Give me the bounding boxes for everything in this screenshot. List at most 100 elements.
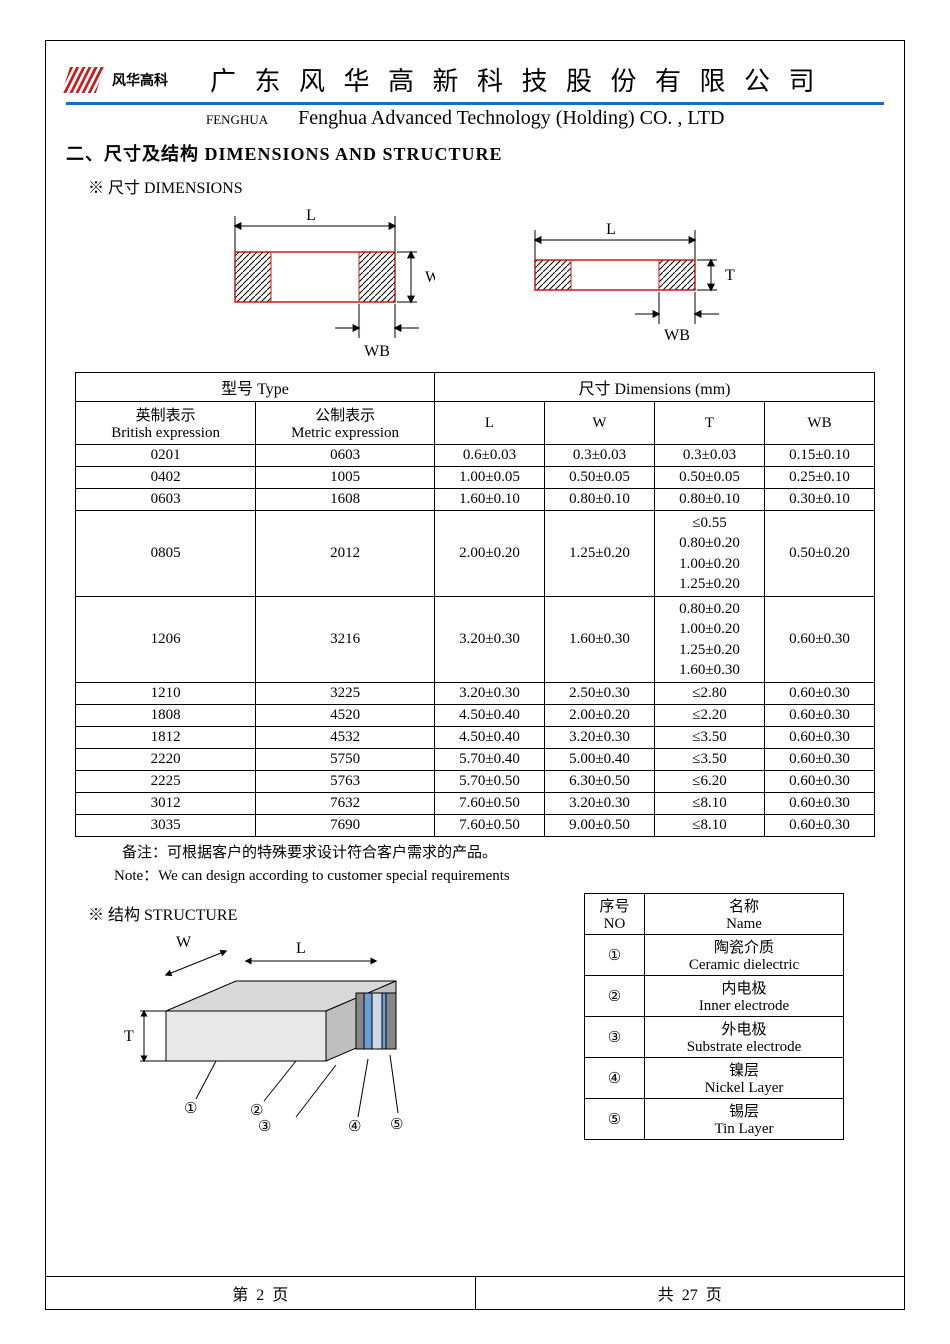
table-cell: 0.60±0.30 — [765, 705, 875, 727]
table-cell: ② — [585, 976, 645, 1017]
table-row: 222057505.70±0.405.00±0.40≤3.500.60±0.30 — [76, 749, 875, 771]
table-cell: 0.6±0.03 — [435, 445, 545, 467]
table-cell: 3.20±0.30 — [545, 727, 655, 749]
company-name-en: Fenghua Advanced Technology (Holding) CO… — [298, 107, 724, 130]
section-title: 二、尺寸及结构 DIMENSIONS AND STRUCTURE — [66, 140, 884, 166]
table-cell: 1808 — [76, 705, 256, 727]
table-cell: 5750 — [256, 749, 435, 771]
table-cell: 4520 — [256, 705, 435, 727]
table-cell: 1206 — [76, 597, 256, 683]
th-dim: 尺寸 Dimensions (mm) — [435, 373, 875, 402]
table-cell: 0.60±0.30 — [765, 815, 875, 837]
table-row: 180845204.50±0.402.00±0.20≤2.200.60±0.30 — [76, 705, 875, 727]
table-cell: 1210 — [76, 683, 256, 705]
table-cell: 0.50±0.05 — [545, 467, 655, 489]
label-L-2: L — [606, 221, 616, 238]
brand-name-cn: 风华高科 — [112, 70, 168, 90]
th-type: 型号 Type — [76, 373, 435, 402]
table-cell: ⑤ — [585, 1099, 645, 1140]
header-sub-row: FENGHUA Fenghua Advanced Technology (Hol… — [206, 107, 884, 130]
svg-text:W: W — [176, 934, 192, 951]
st-no-hdr: 序号NO — [585, 894, 645, 935]
table-cell: 3.20±0.30 — [435, 597, 545, 683]
table-cell: 0.3±0.03 — [655, 445, 765, 467]
header-divider — [66, 102, 884, 105]
note-en: Note：We can design according to customer… — [114, 864, 884, 885]
table-cell: 7632 — [256, 793, 435, 815]
table-cell: ≤3.50 — [655, 727, 765, 749]
table-cell: 0.3±0.03 — [545, 445, 655, 467]
table-cell: ≤2.80 — [655, 683, 765, 705]
table-cell: 3216 — [256, 597, 435, 683]
label-WB-1: WB — [364, 343, 390, 360]
th-W: W — [545, 402, 655, 445]
table-cell: 1.60±0.30 — [545, 597, 655, 683]
table-cell: 0.60±0.30 — [765, 771, 875, 793]
table-cell: 7.60±0.50 — [435, 793, 545, 815]
table-cell: 7.60±0.50 — [435, 815, 545, 837]
table-cell: ≤2.20 — [655, 705, 765, 727]
table-cell: 0402 — [76, 467, 256, 489]
table-cell: 0.50±0.05 — [655, 467, 765, 489]
table-row: 020106030.6±0.030.3±0.030.3±0.030.15±0.1… — [76, 445, 875, 467]
table-row: ①陶瓷介质Ceramic dielectric — [585, 935, 844, 976]
table-cell: ④ — [585, 1058, 645, 1099]
table-row: 121032253.20±0.302.50±0.30≤2.800.60±0.30 — [76, 683, 875, 705]
svg-text:①: ① — [184, 1101, 197, 1117]
th-T: T — [655, 402, 765, 445]
table-cell: 0.25±0.10 — [765, 467, 875, 489]
dimensions-table: 型号 Type 尺寸 Dimensions (mm) 英制表示British e… — [75, 372, 875, 837]
table-row: 181245324.50±0.403.20±0.30≤3.500.60±0.30 — [76, 727, 875, 749]
table-cell: 1.60±0.10 — [435, 489, 545, 511]
table-cell: 2.00±0.20 — [545, 705, 655, 727]
table-row: 120632163.20±0.301.60±0.300.80±0.20 1.00… — [76, 597, 875, 683]
table-cell: 0603 — [256, 445, 435, 467]
table-cell: 0.80±0.10 — [655, 489, 765, 511]
dimension-side-view-icon: L T WB — [495, 206, 755, 366]
th-WB: WB — [765, 402, 875, 445]
table-cell: 0.60±0.30 — [765, 727, 875, 749]
table-cell: 5.70±0.40 — [435, 749, 545, 771]
table-cell: 3225 — [256, 683, 435, 705]
table-row: 080520122.00±0.201.25±0.20≤0.55 0.80±0.2… — [76, 511, 875, 597]
table-cell: 2.50±0.30 — [545, 683, 655, 705]
table-cell: 1608 — [256, 489, 435, 511]
table-cell: ≤6.20 — [655, 771, 765, 793]
label-WB-2: WB — [664, 327, 690, 344]
table-row: ②内电极Inner electrode — [585, 976, 844, 1017]
table-cell: 2012 — [256, 511, 435, 597]
dimension-top-view-icon: L W WB — [195, 206, 435, 366]
table-cell: 2.00±0.20 — [435, 511, 545, 597]
footer-total: 共 27 页 — [476, 1276, 905, 1309]
table-row: ④镍层Nickel Layer — [585, 1058, 844, 1099]
table-cell: 3.20±0.30 — [545, 793, 655, 815]
table-row: ⑤锡层Tin Layer — [585, 1099, 844, 1140]
table-cell: 外电极Substrate electrode — [645, 1017, 844, 1058]
table-cell: 0.60±0.30 — [765, 793, 875, 815]
table-cell: 0201 — [76, 445, 256, 467]
table-row: 222557635.70±0.506.30±0.50≤6.200.60±0.30 — [76, 771, 875, 793]
table-cell: ≤0.55 0.80±0.20 1.00±0.20 1.25±0.20 — [655, 511, 765, 597]
table-cell: 0.50±0.20 — [765, 511, 875, 597]
table-row: 301276327.60±0.503.20±0.30≤8.100.60±0.30 — [76, 793, 875, 815]
table-cell: 2220 — [76, 749, 256, 771]
table-cell: 0.80±0.20 1.00±0.20 1.25±0.20 1.60±0.30 — [655, 597, 765, 683]
table-cell: 0.60±0.30 — [765, 597, 875, 683]
structure-diagram-icon: W L T ① ② ③ ④ ⑤ — [96, 931, 466, 1141]
label-L: L — [306, 207, 316, 224]
dimension-diagrams: L W WB L T — [66, 206, 884, 366]
table-cell: 4.50±0.40 — [435, 727, 545, 749]
table-cell: 1.00±0.05 — [435, 467, 545, 489]
th-L: L — [435, 402, 545, 445]
table-cell: 1.25±0.20 — [545, 511, 655, 597]
table-cell: 锡层Tin Layer — [645, 1099, 844, 1140]
svg-text:T: T — [124, 1028, 134, 1045]
table-cell: 4.50±0.40 — [435, 705, 545, 727]
svg-text:②: ② — [250, 1103, 263, 1119]
header-row: 风华高科 广 东 风 华 高 新 科 技 股 份 有 限 公 司 — [66, 61, 884, 98]
table-cell: 7690 — [256, 815, 435, 837]
st-name-hdr: 名称Name — [645, 894, 844, 935]
footer-page: 第 2 页 — [46, 1276, 476, 1309]
table-cell: 5763 — [256, 771, 435, 793]
svg-text:③: ③ — [258, 1119, 271, 1135]
